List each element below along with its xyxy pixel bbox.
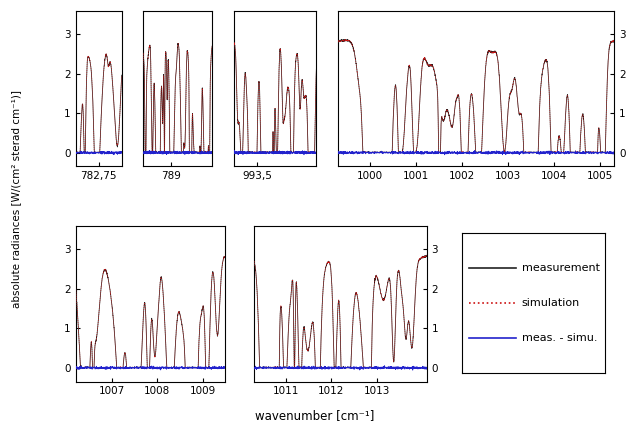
Text: meas. - simu.: meas. - simu. (522, 333, 597, 343)
Text: simulation: simulation (522, 298, 580, 308)
Text: wavenumber [cm⁻¹]: wavenumber [cm⁻¹] (255, 409, 375, 422)
Text: absolute radiances [W/(cm² sterad cm⁻¹)]: absolute radiances [W/(cm² sterad cm⁻¹)] (11, 90, 21, 308)
Text: measurement: measurement (522, 263, 600, 273)
